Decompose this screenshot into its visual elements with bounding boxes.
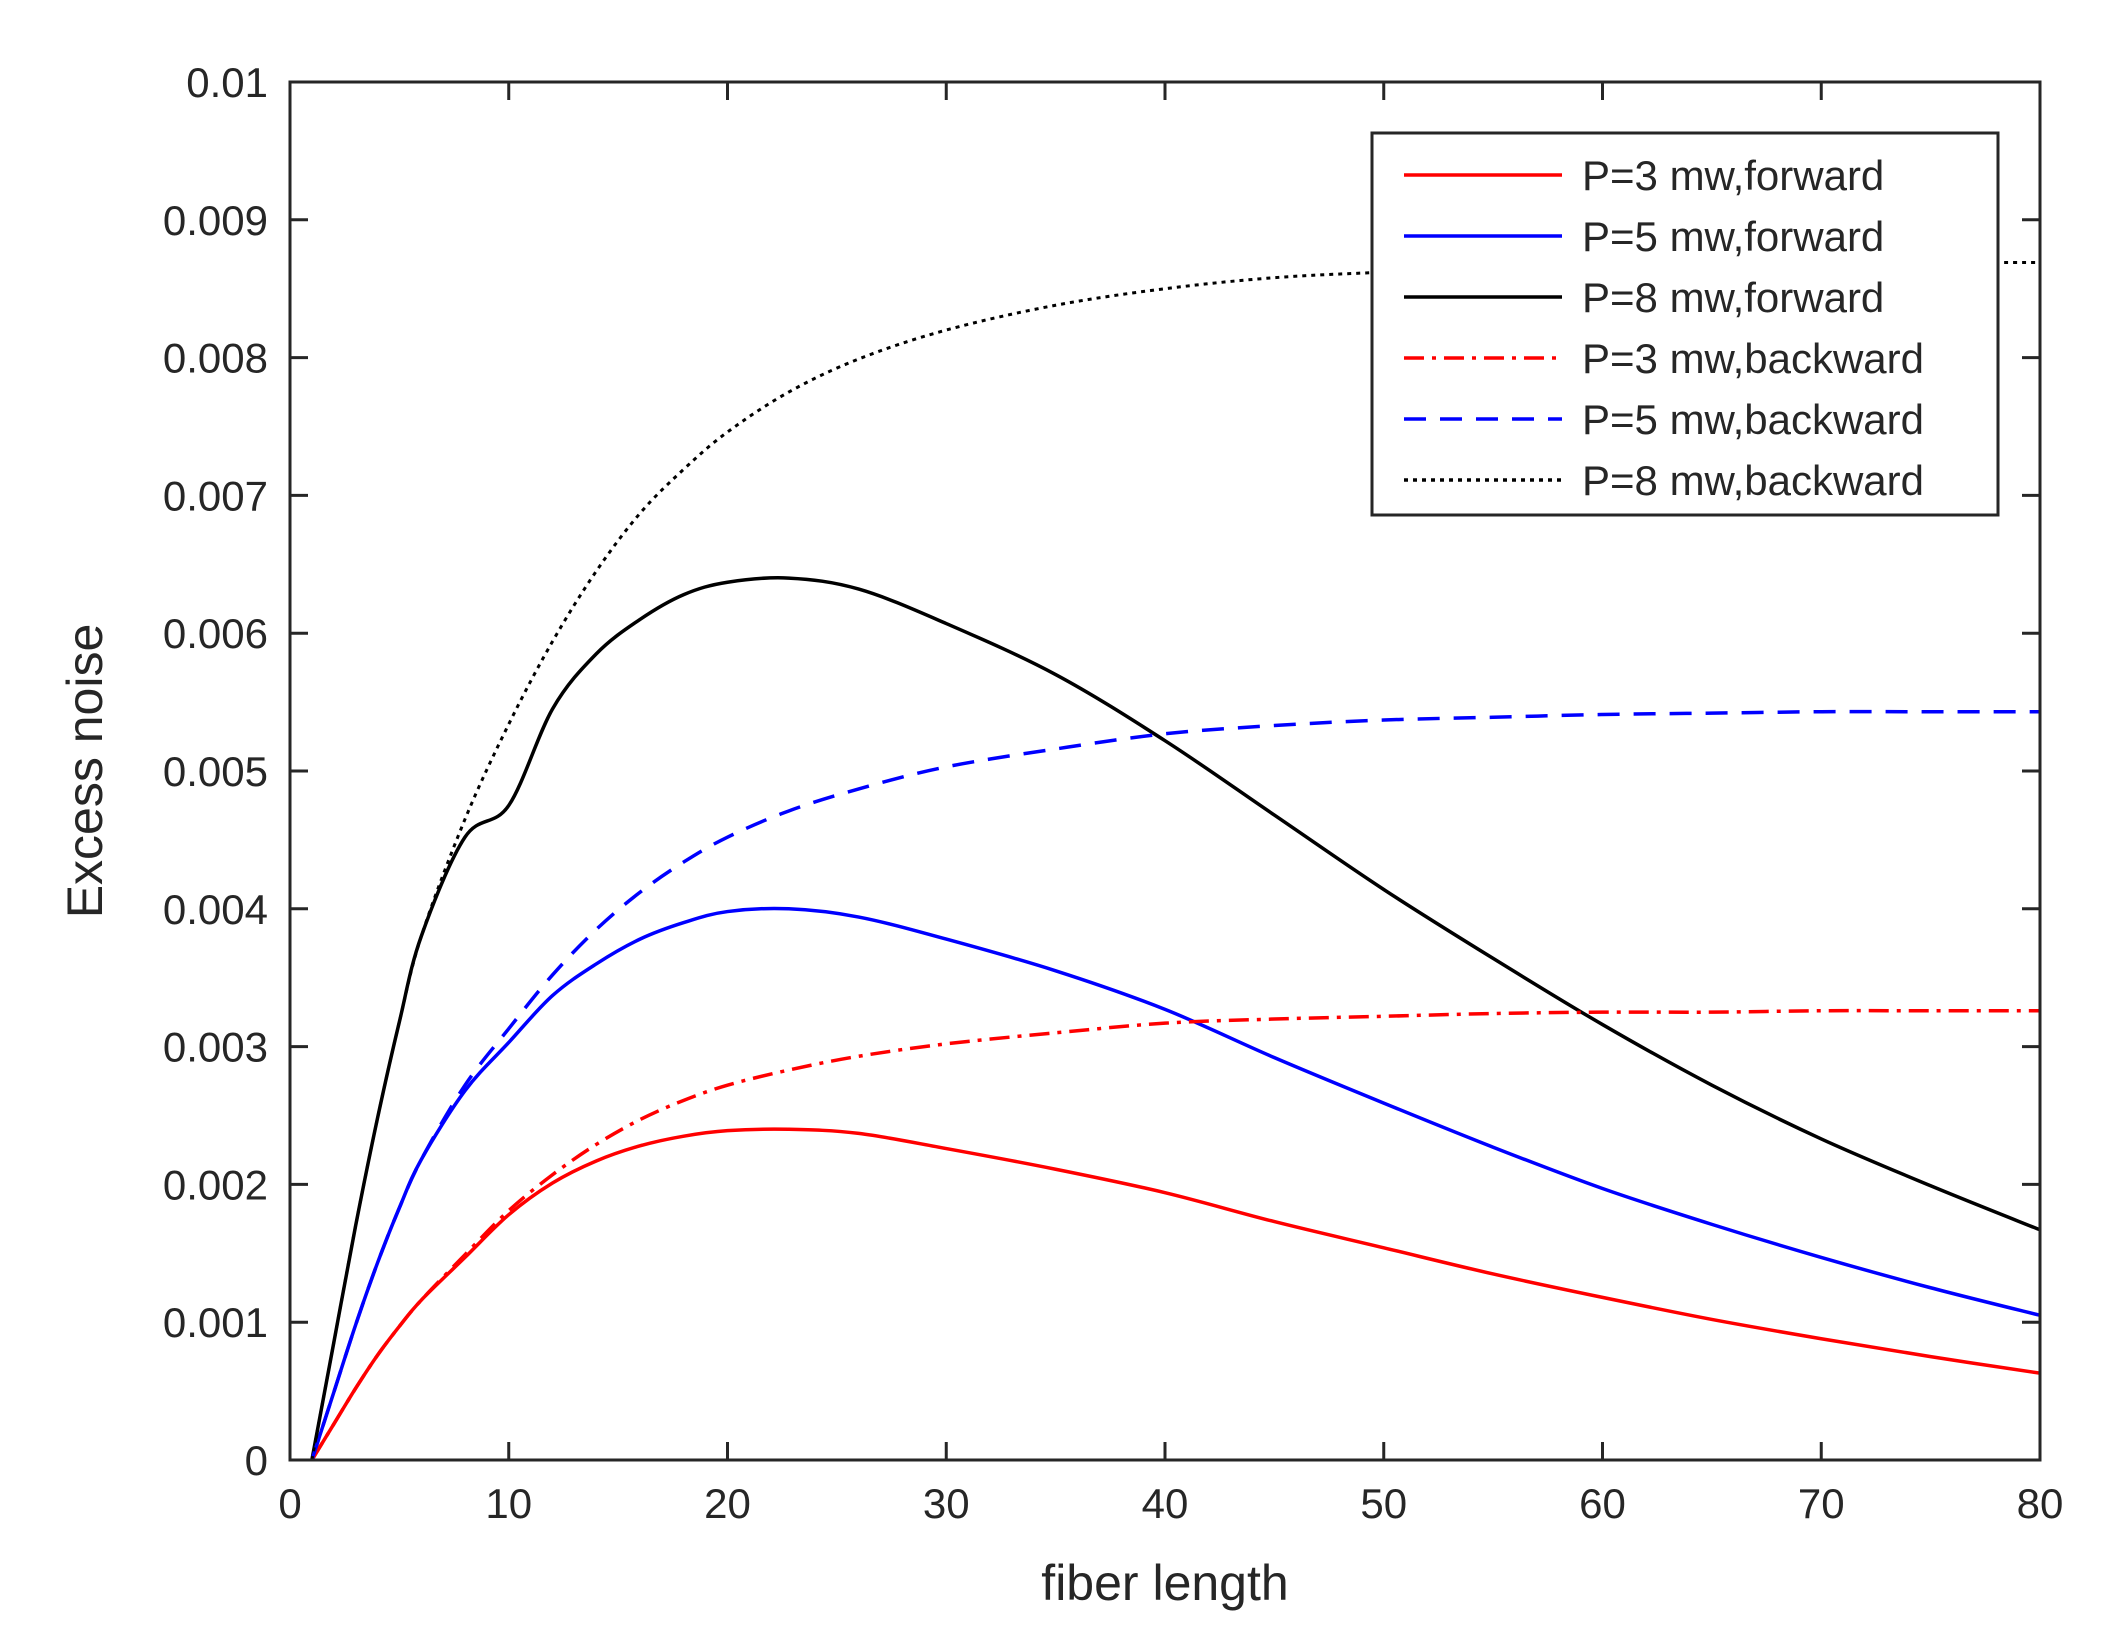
legend-box xyxy=(1370,131,2000,517)
series-line-0 xyxy=(310,1127,2040,1460)
y-tick-label: 0.004 xyxy=(163,886,268,933)
x-tick-label: 40 xyxy=(1142,1480,1189,1527)
x-tick-label: 0 xyxy=(278,1480,301,1527)
legend-entry: P=5 mw,forward xyxy=(1582,213,1884,260)
y-tick-label: 0.002 xyxy=(163,1161,268,1208)
y-tick-label: 0.007 xyxy=(163,472,268,519)
x-axis-label: fiber length xyxy=(1041,1555,1288,1611)
x-tick-label: 50 xyxy=(1360,1480,1407,1527)
series-line-2 xyxy=(310,576,2040,1460)
x-tick-label: 30 xyxy=(923,1480,970,1527)
legend-entry: P=3 mw,forward xyxy=(1582,152,1884,199)
y-tick-label: 0.001 xyxy=(163,1299,268,1346)
legend-entry: P=8 mw,backward xyxy=(1582,457,1924,504)
y-tick-label: 0.003 xyxy=(163,1024,268,1071)
y-tick-label: 0.009 xyxy=(163,197,268,244)
y-tick-label: 0.008 xyxy=(163,335,268,382)
y-tick-label: 0 xyxy=(245,1437,268,1484)
x-tick-label: 70 xyxy=(1798,1480,1845,1527)
x-tick-label: 60 xyxy=(1579,1480,1626,1527)
x-tick-label: 10 xyxy=(485,1480,532,1527)
series-line-3 xyxy=(310,1008,2040,1460)
y-axis-label: Excess noise xyxy=(57,624,113,919)
y-tick-label: 0.005 xyxy=(163,748,268,795)
series-line-4 xyxy=(310,709,2040,1460)
x-tick-label: 80 xyxy=(2017,1480,2064,1527)
axes-box xyxy=(288,80,2042,1462)
y-axis-ticks: 0 0.001 0.002 0.003 0.004 0.005 0.006 0.007 0.00… xyxy=(163,59,2040,1484)
y-tick-label: 0.01 xyxy=(186,59,268,106)
legend-entry: P=5 mw,backward xyxy=(1582,396,1924,443)
legend: P=3 mw,forward P=5 mw,forward P=8 mw,forwa… xyxy=(1370,131,2000,517)
x-axis-ticks: 0 10 20 30 40 50 60 70 80 xyxy=(278,82,2063,1527)
legend-entry: P=8 mw,forward xyxy=(1582,274,1884,321)
x-tick-label: 20 xyxy=(704,1480,751,1527)
legend-entry: P=3 mw,backward xyxy=(1582,335,1924,382)
y-tick-label: 0.006 xyxy=(163,610,268,657)
